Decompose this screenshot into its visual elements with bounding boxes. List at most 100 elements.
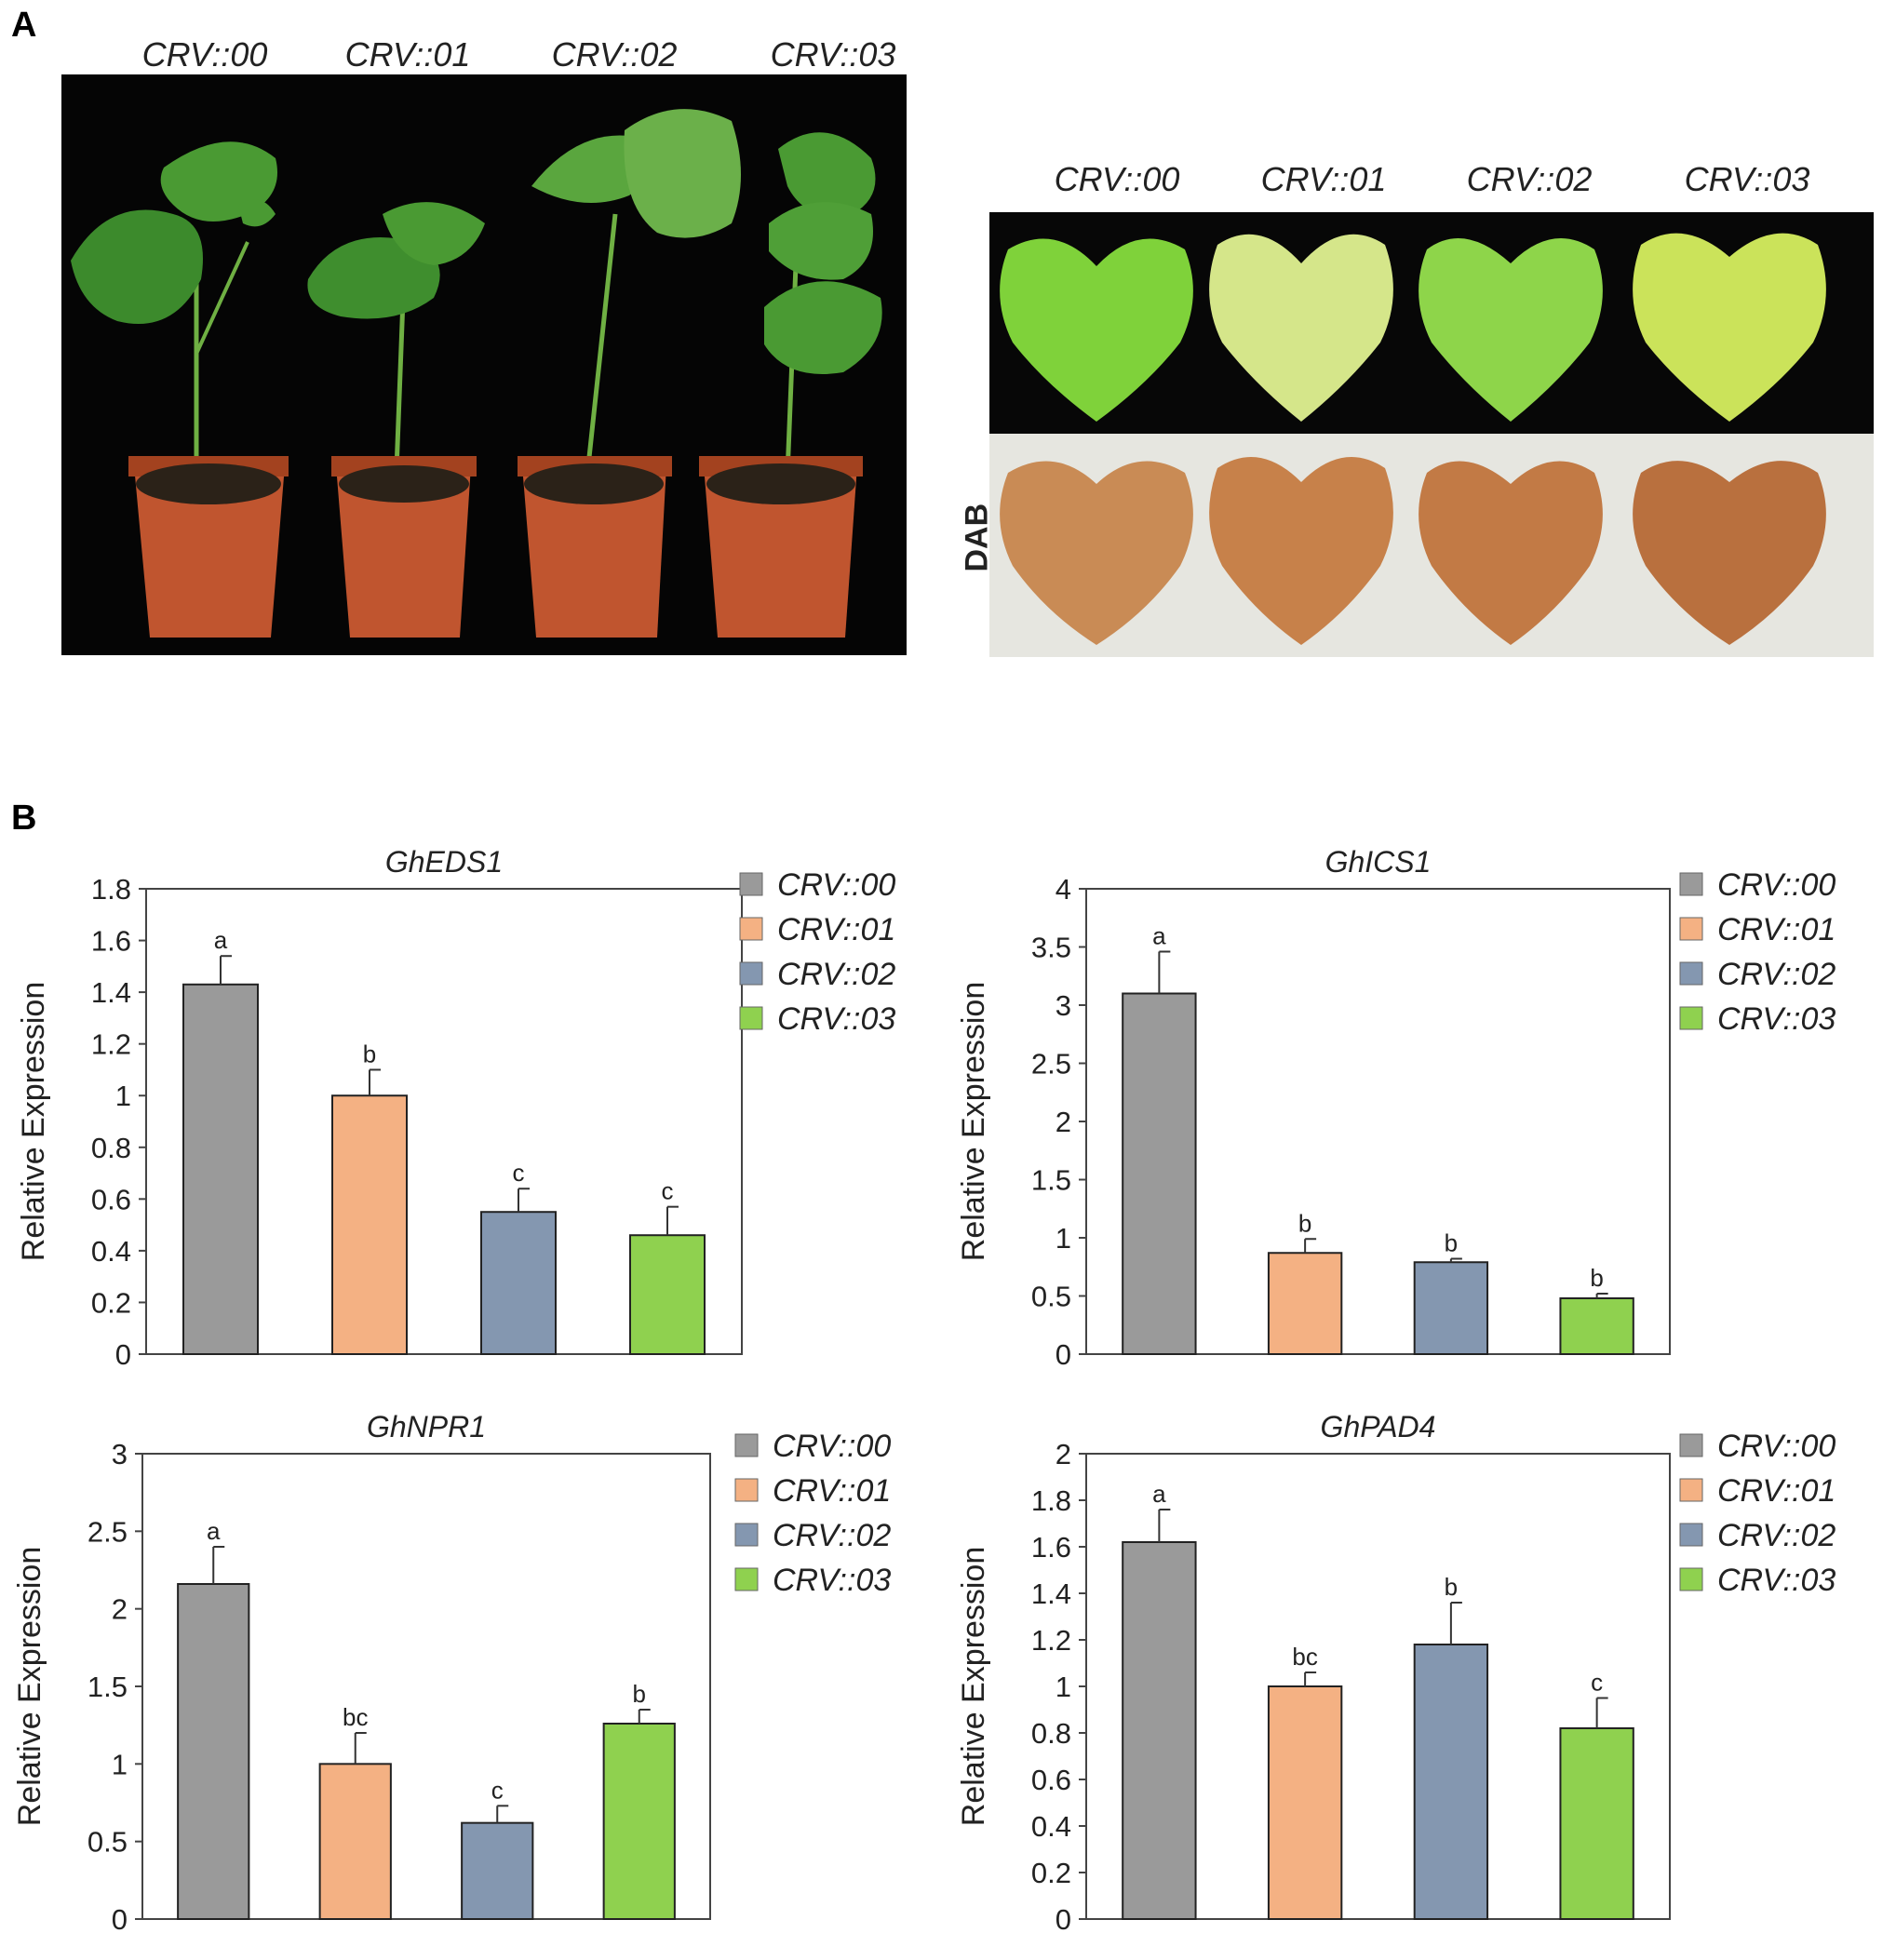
bar-1 <box>1122 1541 1197 1920</box>
legend-label: CRV::01 <box>773 1473 891 1509</box>
significance-letter: c <box>1591 1669 1603 1697</box>
y-tick-label: 4 <box>1056 873 1071 906</box>
plant-label-4: CRV::03 <box>770 35 896 74</box>
y-tick-label: 1.8 <box>91 873 131 906</box>
legend-label: CRV::03 <box>773 1563 891 1598</box>
bar-1 <box>177 1583 250 1920</box>
y-tick-label: 0.4 <box>91 1235 131 1268</box>
leaf-label-3: CRV::02 <box>1466 160 1593 198</box>
legend-label: CRV::03 <box>777 1001 895 1037</box>
bar-3 <box>480 1211 557 1355</box>
y-tick-label: 0 <box>115 1338 131 1368</box>
y-tick-label: 1 <box>1056 1222 1071 1255</box>
bar-2 <box>1267 1685 1343 1920</box>
plant-4 <box>699 132 882 638</box>
bar-1 <box>1122 992 1197 1355</box>
y-tick-label: 1.2 <box>91 1028 131 1061</box>
leaf-dab-3 <box>1419 461 1603 645</box>
significance-letter: b <box>1445 1229 1458 1257</box>
significance-letter: c <box>513 1159 525 1187</box>
legend-label: CRV::01 <box>1717 912 1835 947</box>
chart-ghICS1: GhICS1 0 0.5 1 1.5 2 2.5 3 3.5 4 Relative Expressi… <box>956 845 1835 1368</box>
significance-letter: a <box>1152 1480 1166 1508</box>
significance-letter: b <box>1445 1573 1458 1601</box>
legend-label: CRV::02 <box>1717 957 1835 992</box>
plant-1 <box>71 141 289 638</box>
legend-swatch <box>1679 1433 1703 1457</box>
significance-letter: b <box>1590 1264 1603 1292</box>
chart-ghPAD4: GhPAD4 0 0.2 0.4 0.6 0.8 1 1.2 1.4 1.6 1.8 2 Relativ… <box>956 1410 1835 1936</box>
y-axis-label: Relative Expression <box>12 1547 47 1826</box>
leaf-dab-4 <box>1633 461 1826 645</box>
bar-4 <box>1559 1297 1634 1355</box>
legend-label: CRV::00 <box>1717 1429 1835 1464</box>
y-tick-label: 0 <box>1056 1903 1071 1936</box>
chart-ghEDS1: GhEDS1 0 0.2 0.4 0.6 0.8 1 1.2 1.4 1.6 1.8 Relative… <box>16 845 895 1368</box>
leaf-label-2: CRV::01 <box>1260 160 1387 198</box>
leaf-top-3 <box>1419 238 1603 422</box>
legend-swatch <box>1679 1567 1703 1591</box>
leaf-dab-2 <box>1209 457 1393 645</box>
legend-swatch <box>739 961 763 986</box>
legend-label: CRV::02 <box>773 1518 891 1553</box>
chart-title: GhNPR1 <box>367 1410 486 1443</box>
legend-label: CRV::02 <box>777 957 895 992</box>
legend-label: CRV::03 <box>1717 1563 1835 1598</box>
plant-label-2: CRV::01 <box>344 35 471 74</box>
leaf-label-1: CRV::00 <box>1054 160 1180 198</box>
y-tick-label: 0 <box>112 1903 128 1936</box>
bar-4 <box>602 1723 676 1920</box>
y-tick-label: 1.5 <box>1031 1164 1071 1197</box>
bar-2 <box>318 1763 392 1921</box>
y-tick-label: 1 <box>112 1748 128 1780</box>
legend-label: CRV::00 <box>777 867 895 903</box>
y-tick-label: 0.8 <box>1031 1717 1071 1750</box>
bar-4 <box>1559 1727 1634 1920</box>
y-tick-label: 0.5 <box>87 1826 128 1859</box>
y-tick-label: 2.5 <box>87 1515 128 1548</box>
y-tick-label: 2 <box>1056 1106 1071 1138</box>
y-tick-label: 3 <box>1056 989 1071 1022</box>
legend-label: CRV::01 <box>777 912 895 947</box>
legend-swatch <box>739 872 763 896</box>
leaf-top-1 <box>1000 238 1193 422</box>
bar-3 <box>1413 1261 1489 1355</box>
chart-ghNPR1: GhNPR1 0 0.5 1 1.5 2 2.5 3 Relative Expression a b… <box>12 1410 891 1936</box>
significance-letter: b <box>1298 1209 1311 1237</box>
leaf-top-2 <box>1209 234 1393 422</box>
y-tick-label: 1 <box>1056 1671 1071 1703</box>
y-tick-label: 0.2 <box>1031 1857 1071 1889</box>
chart-title: GhPAD4 <box>1321 1410 1436 1443</box>
y-tick-label: 2 <box>1056 1438 1071 1470</box>
leaf-top-4 <box>1633 233 1826 422</box>
legend-swatch <box>1679 917 1703 941</box>
dab-label: DAB <box>959 503 995 572</box>
legend-swatch <box>734 1478 759 1502</box>
leaves-photo <box>989 212 1874 657</box>
plant-label-1: CRV::00 <box>141 35 268 74</box>
y-tick-label: 0.6 <box>1031 1764 1071 1796</box>
y-tick-label: 1.4 <box>1031 1577 1071 1610</box>
y-tick-label: 1.8 <box>1031 1484 1071 1517</box>
legend-swatch <box>1679 961 1703 986</box>
legend-swatch <box>739 917 763 941</box>
panel-a-label: A <box>11 6 37 45</box>
bar-3 <box>461 1821 534 1920</box>
bar-1 <box>182 983 259 1355</box>
legend-label: CRV::03 <box>1717 1001 1835 1037</box>
legend-swatch <box>734 1567 759 1591</box>
panel-b-label: B <box>11 799 37 838</box>
legend-swatch <box>1679 1523 1703 1547</box>
significance-letter: b <box>633 1680 646 1708</box>
legend-swatch <box>1679 872 1703 896</box>
plant-3 <box>518 109 741 638</box>
legend-swatch <box>1679 1478 1703 1502</box>
legend-swatch <box>739 1006 763 1030</box>
significance-letter: b <box>363 1040 376 1067</box>
significance-letter: c <box>662 1177 674 1205</box>
bar-2 <box>1267 1252 1343 1355</box>
y-axis-label: Relative Expression <box>16 982 51 1261</box>
plant-label-3: CRV::02 <box>551 35 678 74</box>
y-tick-label: 0.5 <box>1031 1281 1071 1313</box>
legend-label: CRV::00 <box>1717 867 1835 903</box>
